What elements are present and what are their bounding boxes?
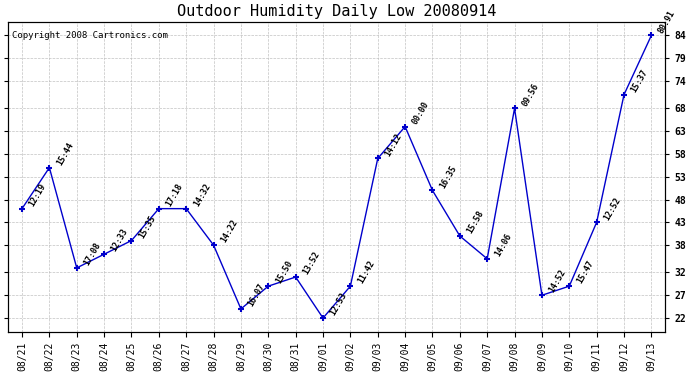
Text: 80:91: 80:91	[657, 9, 677, 34]
Text: 12:53: 12:53	[328, 291, 349, 317]
Text: 17:18: 17:18	[164, 182, 185, 208]
Text: 17:08: 17:08	[82, 241, 103, 267]
Text: 15:47: 15:47	[575, 259, 595, 285]
Text: 15:50: 15:50	[274, 259, 294, 285]
Text: 14:12: 14:12	[384, 132, 404, 158]
Text: 14:52: 14:52	[547, 268, 568, 294]
Text: 15:44: 15:44	[55, 141, 75, 167]
Text: 12:52: 12:52	[602, 195, 622, 222]
Text: 14:22: 14:22	[219, 218, 239, 244]
Text: 13:52: 13:52	[302, 250, 322, 276]
Text: 12:19: 12:19	[28, 182, 48, 208]
Text: 15:58: 15:58	[465, 209, 486, 235]
Text: 12:33: 12:33	[110, 227, 130, 254]
Text: 14:06: 14:06	[493, 232, 513, 258]
Text: 14:32: 14:32	[192, 182, 212, 208]
Text: 16:35: 16:35	[438, 164, 458, 190]
Text: 09:56: 09:56	[520, 81, 540, 108]
Text: Copyright 2008 Cartronics.com: Copyright 2008 Cartronics.com	[12, 31, 168, 40]
Title: Outdoor Humidity Daily Low 20080914: Outdoor Humidity Daily Low 20080914	[177, 4, 496, 19]
Text: 15:37: 15:37	[629, 68, 650, 94]
Text: 16:07: 16:07	[246, 282, 267, 308]
Text: 00:00: 00:00	[411, 100, 431, 126]
Text: 11:42: 11:42	[356, 259, 376, 285]
Text: 15:35: 15:35	[137, 214, 157, 240]
